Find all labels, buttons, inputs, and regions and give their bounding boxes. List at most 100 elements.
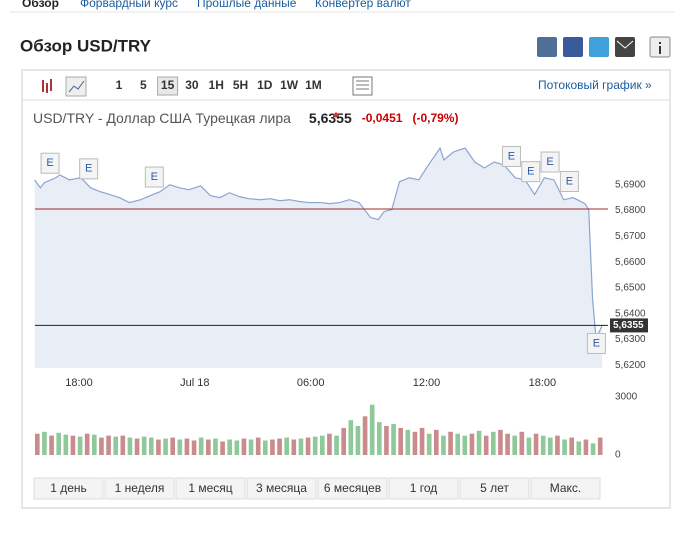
volume-bar <box>106 435 111 455</box>
interval-selected <box>157 76 179 96</box>
streaming-link[interactable]: Потоковый график » <box>538 78 652 92</box>
settings-icon[interactable] <box>352 76 373 96</box>
volume-bar <box>419 427 425 455</box>
range-label: 1 день <box>50 481 87 495</box>
volume-bar <box>312 436 318 455</box>
volume-bar <box>405 429 411 455</box>
range-label: 1 неделя <box>115 481 165 495</box>
interval-button[interactable]: 5 <box>140 78 147 92</box>
volume-bar <box>533 433 539 455</box>
volume-bar <box>270 439 275 455</box>
event-marker[interactable] <box>40 152 60 174</box>
interval-button[interactable]: 1D <box>257 78 273 92</box>
range-label: 6 месяцев <box>324 481 381 495</box>
interval-button[interactable]: 1H <box>209 78 224 92</box>
x-tick-label: Jul 18 <box>180 377 209 389</box>
quote-price: 5,6355 <box>309 110 352 126</box>
price-line <box>34 146 603 344</box>
twitter-icon[interactable] <box>589 37 609 57</box>
volume-bar <box>227 439 233 455</box>
y-tick-label: 5,6500 <box>615 283 646 294</box>
volume-bar <box>576 441 582 455</box>
range-button[interactable] <box>530 477 601 500</box>
range-button[interactable] <box>104 477 175 500</box>
range-label: Макс. <box>550 481 582 495</box>
interval-button[interactable]: 5H <box>233 78 248 92</box>
interval-button[interactable]: 30 <box>185 78 199 92</box>
volume-bar <box>284 437 290 455</box>
nav-tab[interactable]: Конвертер валют <box>315 0 411 10</box>
volume-bar <box>412 431 418 455</box>
y-tick-label: 5,6400 <box>615 308 646 319</box>
volume-bar <box>462 435 468 455</box>
event-marker[interactable] <box>501 145 521 167</box>
volume-bar <box>298 438 304 455</box>
volume-bar <box>56 432 62 455</box>
nav-tab[interactable]: Обзор <box>22 0 59 10</box>
volume-tick-label: 0 <box>615 450 621 461</box>
vk-icon[interactable] <box>537 37 557 57</box>
volume-bar <box>248 439 254 455</box>
interval-button[interactable]: 1W <box>280 78 299 92</box>
volume-bar <box>156 439 161 455</box>
volume-bar <box>377 422 382 455</box>
event-label: E <box>527 166 534 178</box>
event-marker[interactable] <box>144 166 164 188</box>
candles-icon[interactable] <box>42 79 52 93</box>
x-tick-label: 18:00 <box>529 377 557 389</box>
x-tick-label: 12:00 <box>413 377 441 389</box>
y-tick-label: 5,6800 <box>615 205 646 216</box>
interval-button[interactable]: 1M <box>305 78 322 92</box>
range-button[interactable] <box>388 477 459 500</box>
volume-bar <box>327 433 332 455</box>
volume-bar <box>441 435 446 455</box>
event-marker[interactable] <box>521 161 541 183</box>
info-glyph <box>659 46 661 54</box>
y-tick-label: 5,6300 <box>615 334 646 345</box>
event-marker[interactable] <box>559 170 579 192</box>
range-button[interactable] <box>246 477 317 500</box>
facebook-icon[interactable] <box>563 37 583 57</box>
volume-bar <box>184 438 190 455</box>
y-tick-label: 5,6700 <box>615 231 646 242</box>
range-button[interactable] <box>459 477 530 500</box>
volume-bar <box>198 437 204 455</box>
range-button[interactable] <box>317 477 388 500</box>
volume-bar <box>120 435 126 455</box>
volume-bar <box>498 429 503 455</box>
event-label: E <box>566 175 573 187</box>
nav-tab[interactable]: Форвардный курс <box>80 0 178 10</box>
volume-bar <box>177 439 183 455</box>
volume-bar <box>35 433 40 455</box>
volume-bar <box>548 437 553 455</box>
event-marker[interactable] <box>79 158 99 180</box>
volume-bar <box>512 435 518 455</box>
volume-bar <box>597 437 603 455</box>
chart-type-icons <box>42 76 373 97</box>
volume-bar <box>590 443 596 455</box>
mail-icon[interactable] <box>615 37 635 57</box>
y-tick-label: 5,6200 <box>615 360 646 371</box>
nav-tab[interactable]: Прошлые данные <box>197 0 297 10</box>
range-button[interactable] <box>175 477 246 500</box>
range-button[interactable] <box>33 477 104 500</box>
price-down-marker <box>333 112 339 118</box>
volume-bar <box>206 439 211 455</box>
interval-button[interactable]: 15 <box>161 78 175 92</box>
volume-bar <box>141 436 147 455</box>
volume-bar <box>426 433 432 455</box>
volume-bar <box>191 440 197 455</box>
event-label: E <box>151 171 158 183</box>
volume-bar <box>263 440 268 455</box>
event-label: E <box>546 156 553 168</box>
volume-bar <box>70 435 76 455</box>
event-marker[interactable] <box>540 151 560 173</box>
volume-bar <box>163 438 168 455</box>
line-icon[interactable] <box>65 76 87 97</box>
interval-button[interactable]: 1 <box>116 78 123 92</box>
event-marker[interactable] <box>586 332 606 354</box>
quote-change-pct: (-0,79%) <box>412 111 458 125</box>
volume-bar <box>341 427 347 455</box>
mail-glyph <box>616 40 634 49</box>
volume-bar <box>384 425 389 455</box>
